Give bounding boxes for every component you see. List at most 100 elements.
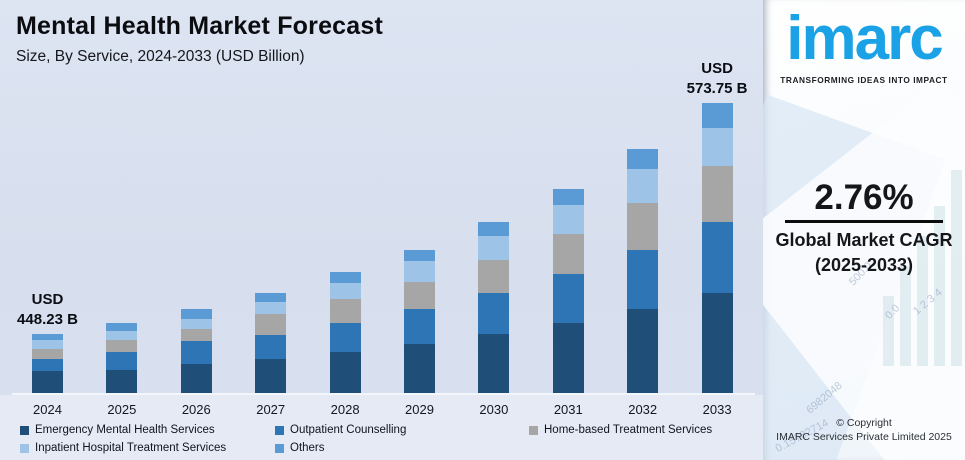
legend-item: Emergency Mental Health Services xyxy=(20,424,215,436)
bar-stack-2024 xyxy=(32,334,63,394)
cagr-period: (2025-2033) xyxy=(814,255,914,275)
page-title: Mental Health Market Forecast xyxy=(16,12,384,40)
bar-segment xyxy=(404,282,435,309)
imarc-logo: imarc xyxy=(786,4,943,73)
legend-swatch xyxy=(275,425,284,435)
bar-segment xyxy=(329,272,361,283)
bar-stack-2030 xyxy=(478,221,510,394)
watermark-mini-bars xyxy=(883,170,965,366)
cagr-value: 2.76% xyxy=(814,178,914,217)
bar-segment xyxy=(478,292,510,334)
bar-segment xyxy=(478,259,510,293)
x-axis-label: 2029 xyxy=(405,402,434,417)
legend-label: Emergency Mental Health Services xyxy=(35,424,215,436)
bar-segment xyxy=(478,235,510,260)
bar-segment xyxy=(627,250,659,309)
x-axis-label: 2024 xyxy=(33,402,62,417)
x-axis-label: 2033 xyxy=(702,402,732,417)
bar-segment xyxy=(255,334,287,359)
bar-segment xyxy=(552,322,584,394)
legend-swatch xyxy=(275,443,284,453)
bar-segment xyxy=(255,314,287,335)
bar-segment xyxy=(701,165,733,222)
bar-segment xyxy=(106,340,138,352)
x-axis-label: 2030 xyxy=(479,402,509,417)
bar-segment xyxy=(701,103,733,128)
bar-segment xyxy=(552,273,584,323)
bar-segment xyxy=(255,292,287,302)
x-axis-line xyxy=(12,393,755,395)
bar-segment xyxy=(478,334,510,394)
bar-segment xyxy=(255,302,287,314)
bar-segment xyxy=(32,370,63,394)
bar-segment xyxy=(627,168,659,203)
bar-stack-2028 xyxy=(329,272,361,394)
legend-swatch xyxy=(20,425,29,435)
bar-segment xyxy=(329,283,361,299)
bar-segment xyxy=(701,222,733,293)
bar-segment xyxy=(180,308,212,319)
bar-segment xyxy=(106,323,138,331)
cagr-label: Global Market CAGR xyxy=(775,230,953,250)
logo-tagline: TRANSFORMING IDEAS INTO IMPACT xyxy=(780,75,948,85)
chart-section: Mental Health Market Forecast Size, By S… xyxy=(0,0,763,460)
legend: Emergency Mental Health Services Outpatie… xyxy=(20,424,740,460)
bar-segment xyxy=(32,359,63,371)
x-axis-label: 2025 xyxy=(107,402,137,417)
total-value-annotation: USD 448.23 B xyxy=(17,291,78,328)
copyright-line1: © Copyright xyxy=(836,417,892,429)
bar-segment xyxy=(552,189,584,205)
total-value-annotation: USD 573.75 B xyxy=(686,60,748,97)
copyright-line2: IMARC Services Private Limited 2025 xyxy=(776,431,952,443)
bar-segment xyxy=(478,221,510,236)
bar-segment xyxy=(404,343,435,394)
x-axis-label: 2026 xyxy=(181,402,211,417)
bar-stack-2029 xyxy=(404,250,435,394)
bar-segment xyxy=(32,349,63,359)
bar-stack-2031 xyxy=(552,189,584,394)
bar-segment xyxy=(180,341,212,364)
x-axis-label: 2027 xyxy=(256,402,286,417)
bar-stack-2026 xyxy=(180,308,212,394)
bar-segment xyxy=(404,308,435,344)
bar-segment xyxy=(701,128,733,166)
legend-swatch xyxy=(20,443,29,453)
x-axis-strip xyxy=(0,395,763,460)
x-axis-label: 2031 xyxy=(553,402,583,417)
legend-item: Home-based Treatment Services xyxy=(529,424,712,436)
bar-segment xyxy=(627,148,659,169)
bar-segment xyxy=(404,250,435,261)
bar-stack-2032 xyxy=(627,148,659,394)
bar-segment xyxy=(32,334,63,340)
bar-segment xyxy=(180,364,212,394)
bar-segment xyxy=(106,330,138,340)
bar-segment xyxy=(404,261,435,282)
bar-segment xyxy=(255,358,287,394)
bar-segment xyxy=(627,202,659,250)
legend-swatch xyxy=(529,425,538,435)
bar-segment xyxy=(180,318,212,329)
bar-segment xyxy=(329,299,361,323)
bar-segment xyxy=(106,351,138,370)
legend-label: Inpatient Hospital Treatment Services xyxy=(35,442,227,454)
plot-area: USD 448.23 B USD 573.75 B xyxy=(17,60,748,394)
bar-stack-2033 xyxy=(701,103,733,394)
bar-stack-2025 xyxy=(106,323,138,394)
x-axis-label: 2032 xyxy=(628,402,658,417)
bar-segment xyxy=(32,339,63,349)
legend-label: Outpatient Counselling xyxy=(290,424,407,436)
bar-stack-2027 xyxy=(255,292,287,394)
bar-segment xyxy=(701,292,733,394)
legend-label: Home-based Treatment Services xyxy=(544,424,713,436)
x-axis-label: 2028 xyxy=(330,402,360,417)
brand-panel: 500.0 0.0 1 2 3 4 6982048 0.15782714 ima… xyxy=(763,0,965,460)
cagr-divider xyxy=(785,220,943,223)
bar-segment xyxy=(552,233,584,274)
bar-segment xyxy=(329,323,361,352)
legend-item: Others xyxy=(275,442,325,454)
bar-segment xyxy=(106,369,138,394)
bar-segment xyxy=(627,309,659,394)
bar-segment xyxy=(180,328,212,341)
legend-item: Outpatient Counselling xyxy=(275,424,406,436)
